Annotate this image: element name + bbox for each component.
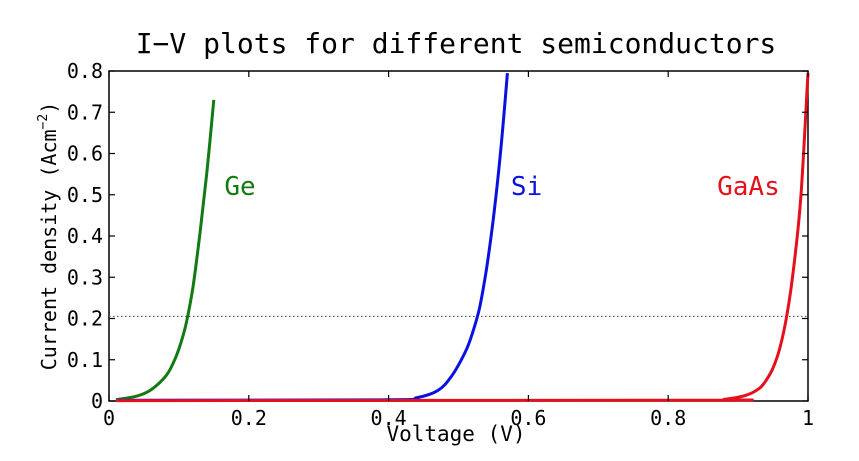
curve-label-gaas: GaAs — [717, 172, 780, 202]
series-layer — [115, 72, 810, 403]
x-tick-label: 0 — [103, 406, 115, 430]
y-axis-label-superscript: −2 — [36, 114, 51, 130]
x-tick-label: 0.8 — [650, 406, 686, 430]
y-axis-label: Current density (Acm−2) — [36, 102, 61, 371]
y-tick-label: 0 — [91, 389, 103, 413]
y-tick-label: 0.5 — [67, 183, 103, 207]
series-line-ge — [115, 99, 216, 402]
x-tick-label: 1 — [802, 406, 814, 430]
y-tick-label: 0.6 — [67, 142, 103, 166]
plot-area: Ge Si GaAs — [108, 70, 810, 403]
plot-frame — [108, 70, 809, 402]
y-tick-label: 0.7 — [67, 100, 103, 124]
x-axis-label: Voltage (V) — [386, 422, 525, 446]
y-tick-label: 0.1 — [67, 348, 103, 372]
series-line-si — [115, 72, 509, 402]
y-tick-label: 0.3 — [67, 265, 103, 289]
x-tick-label: 0.6 — [510, 406, 546, 430]
x-tick-label: 0.4 — [371, 406, 407, 430]
y-axis-label-end: ) — [37, 102, 61, 114]
series-line-gaas — [115, 73, 810, 403]
x-axis: 0 0.2 0.4 0.6 0.8 1 — [103, 71, 814, 430]
y-tick-label: 0.8 — [67, 59, 103, 83]
y-axis-label-base: Current density (Acm — [37, 129, 61, 370]
chart-title: I−V plots for different semiconductors — [136, 27, 777, 60]
annotation-layer: Ge Si GaAs — [224, 172, 779, 202]
y-axis: 0 0.1 0.2 0.3 0.4 0.5 0.6 0.7 0.8 — [67, 59, 808, 413]
x-tick-label: 0.2 — [231, 406, 267, 430]
y-tick-label: 0.4 — [67, 224, 103, 248]
curve-label-si: Si — [511, 172, 542, 202]
curve-label-ge: Ge — [224, 172, 255, 202]
y-tick-label: 0.2 — [67, 307, 103, 331]
